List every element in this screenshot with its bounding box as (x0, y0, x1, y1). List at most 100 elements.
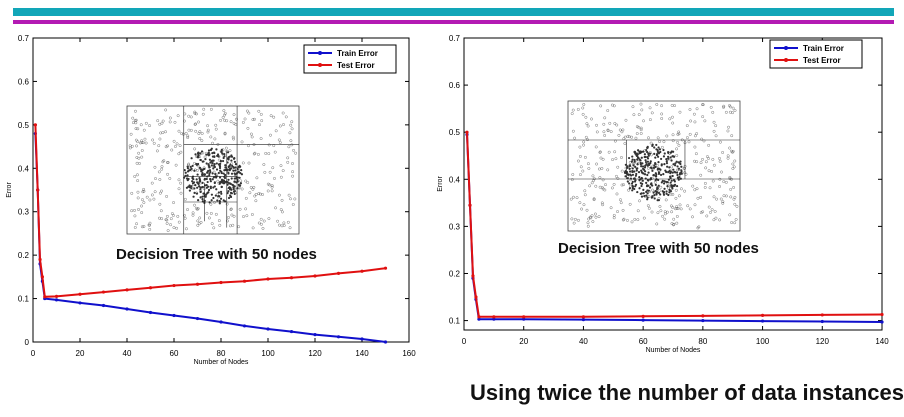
inset-point (705, 214, 709, 218)
inset-point (647, 166, 650, 170)
inset-dense-point (230, 177, 233, 180)
inset-point (290, 143, 294, 147)
inset-point (621, 208, 625, 212)
inset-dense-point (214, 173, 217, 176)
inset-point (712, 163, 716, 167)
test-error-point (43, 295, 47, 299)
inset-dense-point (664, 169, 667, 172)
x-axis-label: Number of Nodes (646, 347, 701, 354)
inset-point (177, 220, 181, 224)
inset-point (196, 223, 200, 227)
inset-point (142, 189, 146, 193)
inset-point (655, 103, 659, 106)
x-tick-label: 80 (217, 349, 226, 358)
inset-point (287, 145, 291, 149)
inset-point (595, 162, 598, 166)
inset-point (633, 218, 637, 221)
inset-point (172, 226, 176, 229)
inset-frame (126, 105, 300, 235)
inset-dense-point (640, 192, 643, 195)
inset-dense-point (673, 183, 677, 186)
inset-dense-point (210, 164, 213, 167)
inset-dense-point (646, 192, 649, 195)
inset-point (214, 123, 218, 127)
inset-point (710, 170, 714, 173)
inset-point (656, 136, 660, 140)
inset-point (694, 152, 698, 156)
inset-dense-point (665, 158, 668, 161)
inset-point (133, 226, 137, 229)
inset-dense-point (221, 159, 225, 163)
inset-dense-point (240, 169, 243, 172)
inset-dense-point (207, 188, 211, 192)
train-error-point (54, 298, 59, 302)
inset-point (601, 157, 605, 161)
inset-point (189, 115, 193, 119)
inset-dense-point (220, 148, 223, 151)
inset-dense-point (677, 161, 680, 164)
inset-point (712, 120, 716, 124)
inset-dense-point (234, 173, 237, 176)
inset-point (231, 135, 235, 139)
inset-point (602, 122, 606, 126)
inset-point (245, 214, 249, 218)
inset-dense-point (198, 176, 201, 180)
inset-dense-point (660, 157, 663, 161)
inset-dense-point (661, 190, 664, 193)
inset-point (660, 145, 664, 149)
inset-point (258, 123, 261, 127)
inset-point (232, 137, 235, 141)
inset-point (733, 159, 737, 163)
inset-point (193, 203, 196, 207)
inset-dense-point (653, 194, 656, 197)
inset-dense-point (656, 150, 659, 154)
inset-point (628, 202, 632, 206)
inset-point (291, 203, 295, 206)
inset-point (244, 207, 248, 211)
inset-point (259, 137, 263, 140)
train-error-point (148, 310, 153, 315)
inset-point (257, 109, 261, 113)
inset-dense-point (663, 162, 666, 166)
inset-point (136, 127, 140, 131)
inset-point (180, 132, 183, 135)
inset-point (570, 217, 574, 221)
train-error-point (522, 317, 526, 321)
inset-dense-point (223, 173, 227, 177)
inset-dense-point (627, 156, 631, 160)
inset-point (675, 205, 679, 208)
inset-point (241, 121, 245, 124)
inset-dense-point (196, 173, 199, 176)
inset-point (232, 113, 236, 116)
inset-dense-point (232, 157, 236, 160)
inset-point (634, 136, 638, 140)
inset-point (718, 185, 721, 188)
inset-point (168, 177, 172, 180)
inset-dense-point (645, 194, 648, 197)
inset-dense-point (193, 187, 196, 190)
inset-point (646, 204, 650, 208)
inset-point (232, 214, 236, 218)
inset-point (671, 115, 674, 119)
inset-dense-point (210, 199, 213, 202)
test-error-point (195, 282, 200, 286)
inset-point (266, 189, 270, 193)
inset-point (670, 165, 674, 169)
inset-dense-point (223, 153, 226, 156)
inset-dense-point (183, 169, 186, 172)
inset-dense-point (659, 193, 662, 196)
inset-point (701, 103, 704, 107)
inset-point (675, 147, 678, 151)
inset-point (256, 153, 260, 156)
inset-point (142, 187, 145, 191)
inset-dense-point (236, 178, 239, 182)
inset-dense-point (648, 186, 652, 189)
inset-point (615, 174, 618, 178)
inset-point (719, 140, 722, 144)
inset-point (288, 131, 292, 135)
train-error-point (641, 318, 645, 322)
test-error-point (266, 277, 270, 281)
inset-point (216, 179, 220, 183)
inset-point (140, 149, 144, 152)
